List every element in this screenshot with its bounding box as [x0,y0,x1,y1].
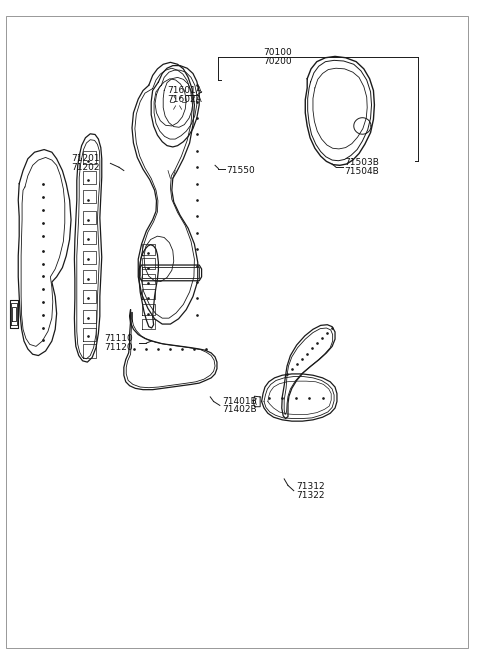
Text: 71401B: 71401B [222,397,256,406]
Text: 71602A: 71602A [167,94,202,104]
Text: 71504B: 71504B [345,167,379,176]
Text: 70100: 70100 [263,48,292,57]
Text: 71601A: 71601A [167,86,202,95]
Text: 70200: 70200 [263,57,292,66]
Text: 71550: 71550 [227,166,255,175]
Text: 71503B: 71503B [345,158,380,167]
Text: 71110: 71110 [105,334,133,343]
Text: 71202: 71202 [71,163,99,172]
Text: 71322: 71322 [297,491,325,500]
Text: 71312: 71312 [297,482,325,491]
Text: 71201: 71201 [71,154,100,163]
Text: 71120: 71120 [105,342,133,352]
Text: 71402B: 71402B [222,405,256,415]
